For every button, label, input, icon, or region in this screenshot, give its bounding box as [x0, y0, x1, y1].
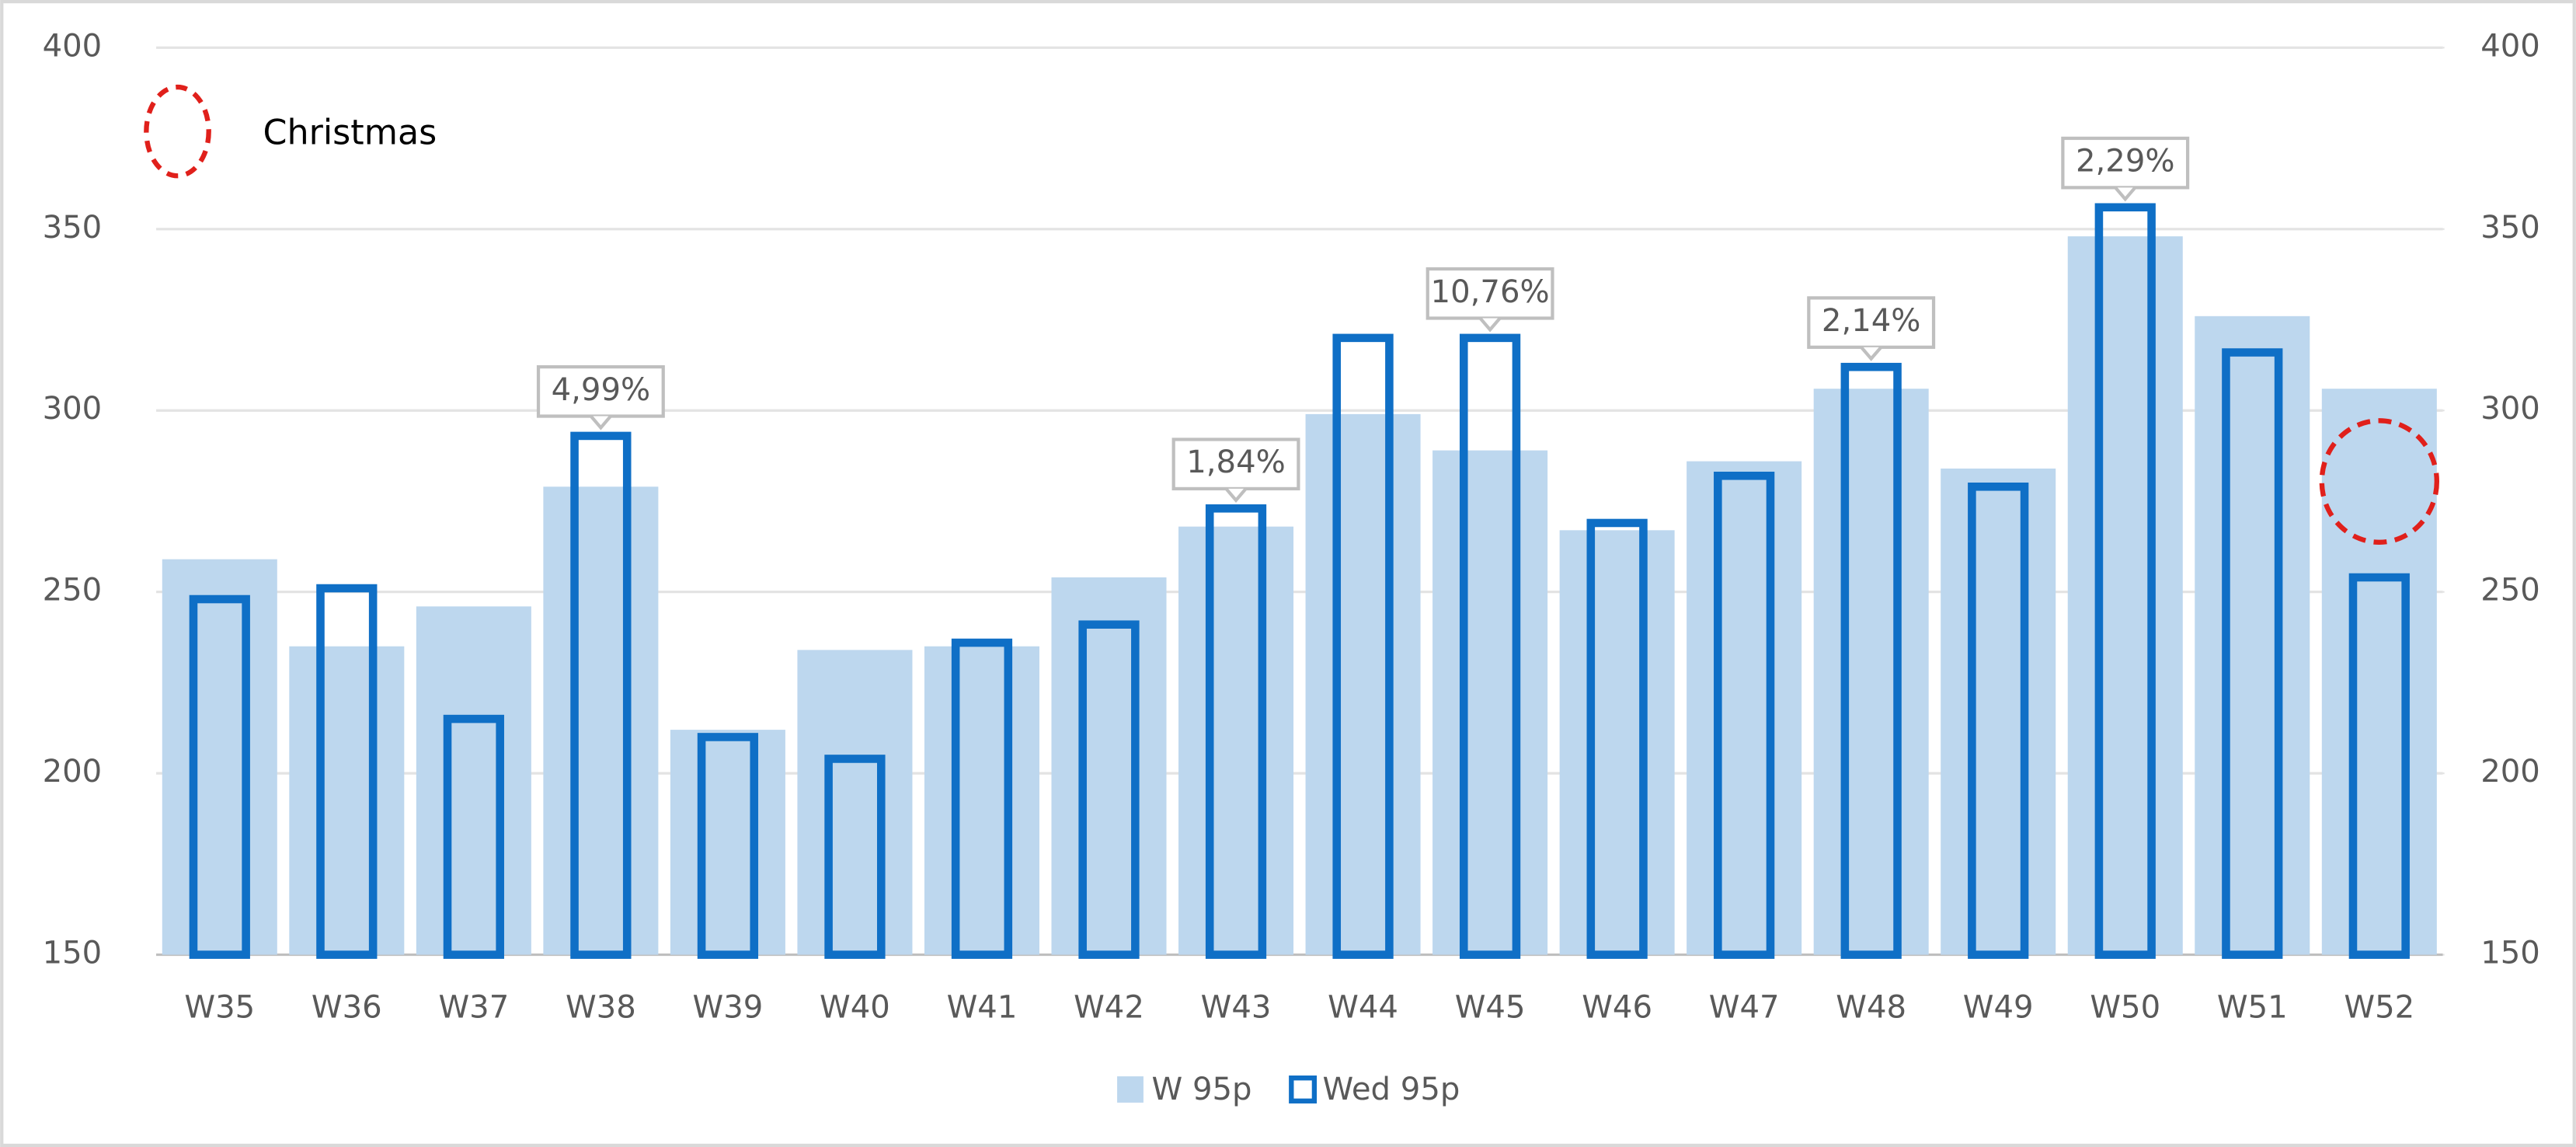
y2-tick-label: 250: [2480, 573, 2540, 608]
bar-outline: [1205, 504, 1267, 959]
bar-outline: [824, 755, 886, 959]
x-tick-label: W46: [1582, 989, 1652, 1025]
y2-tick-label: 400: [2480, 28, 2540, 64]
annotation-label: 10,76%: [1431, 274, 1550, 310]
annotation-box: [1426, 267, 1554, 320]
bar-outline: [316, 584, 378, 959]
bar: [1432, 450, 1548, 955]
highlight-ellipse: [2319, 418, 2439, 545]
legend-swatch: [1289, 1076, 1318, 1103]
bar-outline: [1459, 333, 1521, 959]
bar-outline: [570, 431, 632, 959]
bar: [2195, 316, 2310, 955]
bar-outline: [2222, 348, 2283, 959]
y-tick-label: 250: [43, 573, 103, 608]
y-tick-label: 200: [43, 754, 103, 790]
y2-tick-label: 300: [2480, 391, 2540, 427]
bar: [2067, 236, 2183, 955]
annotation-pointer: [590, 415, 612, 431]
bar: [1941, 468, 2056, 955]
y-tick-label: 150: [43, 936, 103, 971]
annotation-pointer: [1860, 346, 1882, 361]
y-tick-label: 300: [43, 391, 103, 427]
bar: [924, 646, 1039, 955]
y2-tick-label: 200: [2480, 754, 2540, 790]
x-tick-label: W51: [2217, 989, 2288, 1025]
bar: [1305, 413, 1421, 955]
y2-tick-label: 150: [2480, 936, 2540, 971]
y-tick-label: 400: [43, 28, 103, 64]
annotation-label: 1,84%: [1186, 445, 1286, 480]
bar-outline: [697, 733, 759, 959]
annotation-label: 4,99%: [552, 372, 651, 408]
x-tick-label: W52: [2344, 989, 2414, 1025]
x-tick-label: W38: [566, 989, 636, 1025]
legend-label: W 95p: [1151, 1072, 1251, 1107]
annotation-pointer: [2114, 187, 2137, 202]
bar-outline: [1968, 482, 2029, 959]
x-tick-label: W37: [438, 989, 509, 1025]
x-tick-label: W47: [1709, 989, 1780, 1025]
annotation-label: 2,14%: [1822, 303, 1921, 339]
bar-outline: [1714, 471, 1775, 959]
bar: [1559, 530, 1675, 955]
bar: [670, 730, 785, 955]
bar: [416, 606, 531, 955]
x-tick-label: W49: [1963, 989, 2034, 1025]
y-tick-label: 350: [43, 210, 103, 246]
bar-outline: [1840, 362, 1902, 959]
x-tick-label: W42: [1074, 989, 1144, 1025]
bar-outline: [2348, 573, 2410, 959]
bar: [289, 646, 405, 955]
bar-outline: [951, 638, 1013, 959]
x-tick-label: W40: [820, 989, 890, 1025]
bar-outline: [1586, 518, 1648, 959]
x-tick-label: W50: [2090, 989, 2160, 1025]
x-tick-label: W48: [1836, 989, 1906, 1025]
x-tick-label: W45: [1455, 989, 1526, 1025]
x-tick-label: W43: [1201, 989, 1272, 1025]
x-tick-label: W36: [312, 989, 382, 1025]
highlight-label: Christmas: [263, 113, 437, 152]
bar: [543, 486, 659, 955]
bar-outline: [2094, 203, 2156, 959]
x-tick-label: W39: [693, 989, 764, 1025]
bar: [162, 559, 277, 955]
annotation-label: 2,29%: [2076, 144, 2175, 180]
x-tick-label: W35: [184, 989, 255, 1025]
x-tick-label: W41: [947, 989, 1018, 1025]
x-tick-label: W44: [1328, 989, 1398, 1025]
bar-outline: [1078, 620, 1140, 959]
annotation-pointer: [1478, 317, 1502, 333]
bar: [1813, 389, 1929, 955]
highlight-key: [144, 84, 211, 179]
y2-tick-label: 350: [2480, 210, 2540, 246]
legend-swatch: [1117, 1076, 1144, 1103]
annotation-pointer: [1224, 487, 1248, 503]
bar: [2321, 389, 2437, 955]
legend-label: Wed 95p: [1322, 1072, 1460, 1107]
annotation-box: [2061, 136, 2190, 190]
bar: [1051, 577, 1167, 955]
bar: [1178, 526, 1294, 955]
annotation-box: [536, 364, 665, 418]
bar: [1687, 461, 1802, 955]
bar: [797, 650, 913, 955]
bar-outline: [189, 594, 250, 959]
bar-outline: [443, 714, 504, 959]
bar-outline: [1332, 333, 1394, 959]
